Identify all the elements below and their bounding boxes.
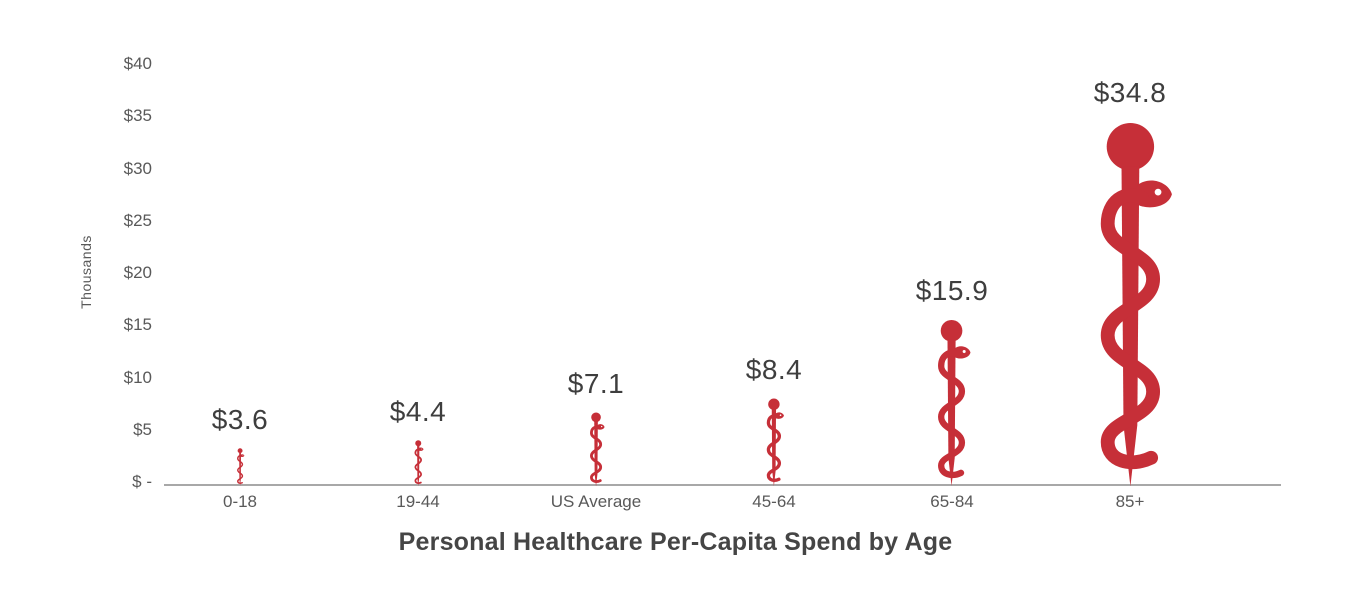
- y-tick-label: $35: [123, 106, 152, 126]
- icon-wrap: [929, 319, 974, 486]
- chart-title: Personal Healthcare Per-Capita Spend by …: [398, 528, 953, 556]
- y-tick-label: $5: [133, 419, 152, 439]
- category-label: 45-64: [752, 492, 796, 511]
- icon-wrap: [1081, 121, 1180, 486]
- value-label: $15.9: [915, 275, 989, 306]
- chart-column-0-18: $3.6: [151, 404, 329, 486]
- rod-of-asclepius-icon: [589, 411, 605, 486]
- icon-wrap: [586, 411, 606, 487]
- chart-column-45-64: $8.4: [685, 354, 863, 486]
- y-tick-label: $10: [123, 367, 152, 387]
- rod-of-asclepius-icon: [766, 398, 784, 486]
- value-label: $4.4: [389, 395, 447, 427]
- chart-column-65-84: $15.9: [863, 275, 1041, 486]
- value-label: $34.8: [1093, 76, 1167, 108]
- icon-wrap: [235, 448, 245, 486]
- y-tick-label: $25: [123, 210, 152, 230]
- value-label: $7.1: [567, 367, 625, 399]
- chart-column-us-average: $7.1: [507, 368, 685, 487]
- rod-of-asclepius-icon: [414, 440, 424, 486]
- x-axis-line: [164, 484, 1281, 486]
- y-tick-label: $15: [123, 315, 152, 335]
- y-tick-label: $20: [123, 263, 152, 282]
- y-tick-label: $40: [123, 54, 152, 73]
- icon-wrap: [762, 398, 786, 486]
- category-label: US Average: [550, 492, 642, 511]
- rod-of-asclepius-icon: [938, 319, 971, 486]
- category-label: 65-84: [930, 492, 974, 511]
- chart-column-19-44: $4.4: [329, 396, 507, 486]
- category-label: 19-44: [396, 492, 440, 511]
- value-label: $3.6: [211, 404, 269, 436]
- rod-of-asclepius-icon: [1100, 122, 1172, 486]
- y-tick-label: $ -: [132, 472, 152, 491]
- chart-column-85-: $34.8: [1041, 77, 1219, 486]
- value-label: $8.4: [745, 353, 803, 385]
- category-label: 85+: [1115, 492, 1145, 511]
- y-tick-label: $30: [123, 158, 152, 178]
- icon-wrap: [412, 440, 425, 486]
- category-label: 0-18: [222, 492, 258, 511]
- rod-of-asclepius-icon: [236, 448, 245, 486]
